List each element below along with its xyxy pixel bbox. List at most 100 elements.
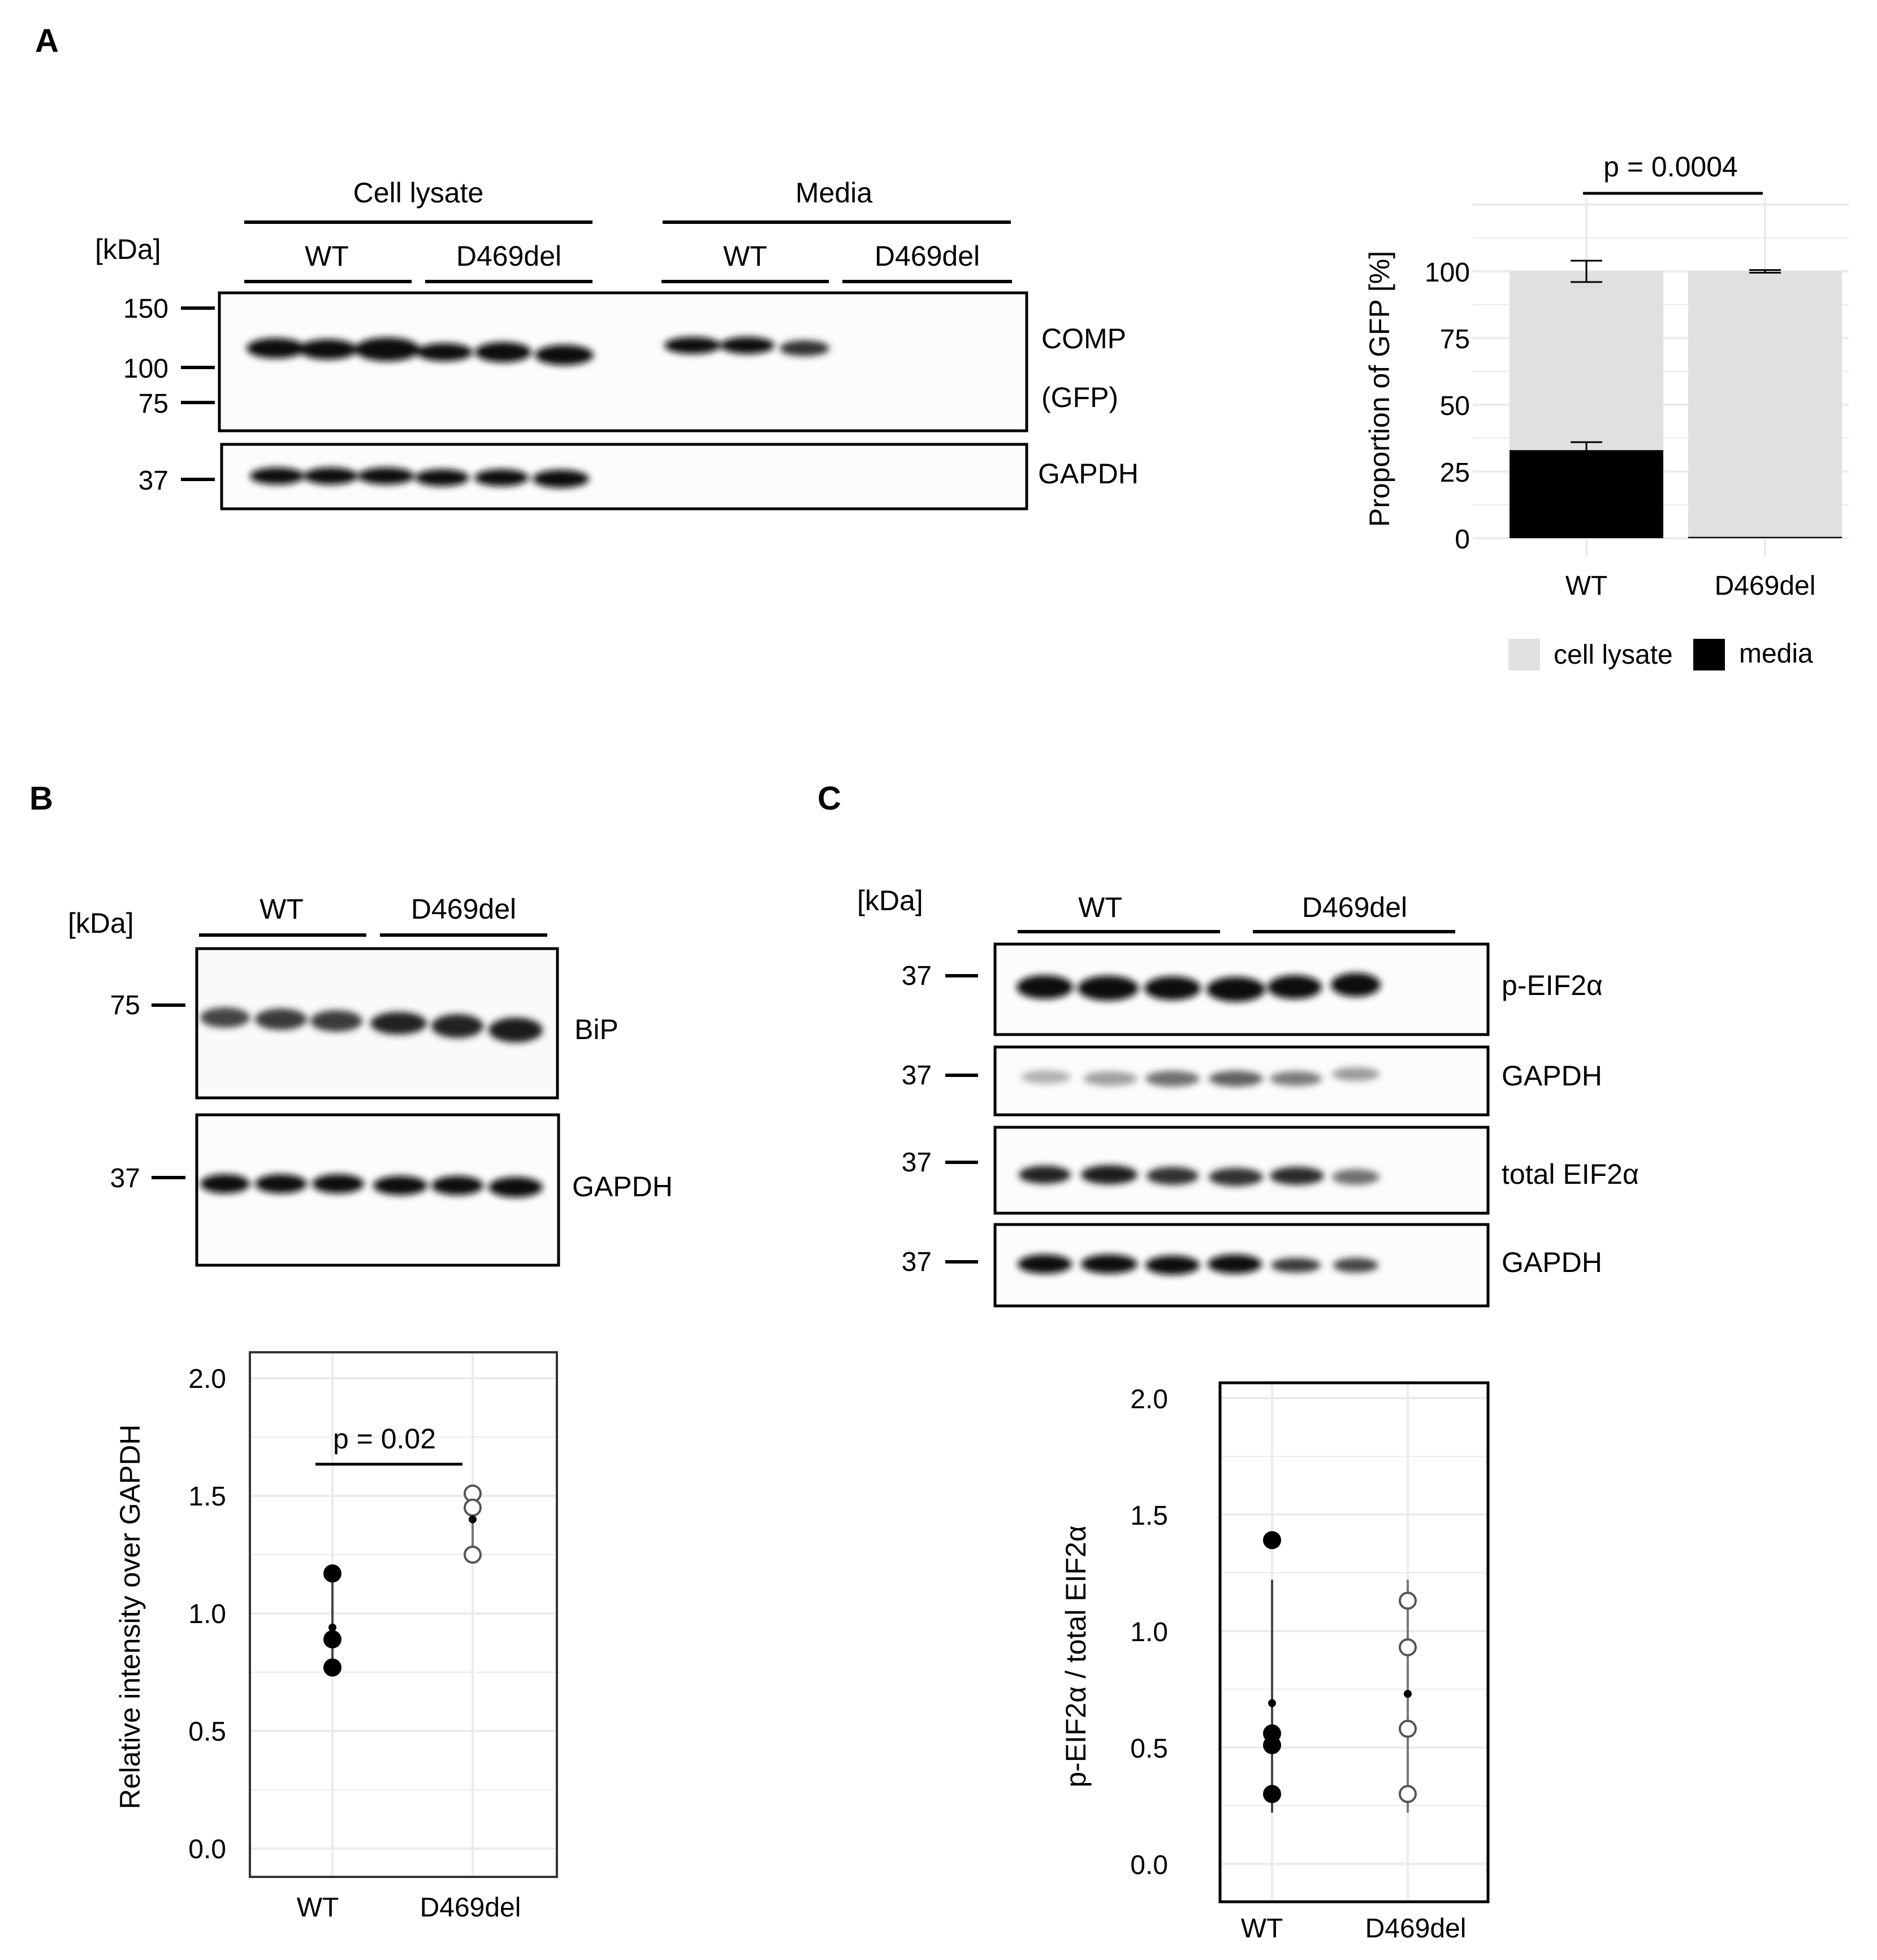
group-label-cell-lysate: Cell lysate [353,177,484,209]
chart-a-ytick: 100 [1425,258,1470,288]
kda-label: [kDa] [95,233,161,265]
mw-marker: 100 [123,354,168,384]
condition-label-d469del: D469del [411,893,516,925]
blot-gapdh-b [195,1113,560,1267]
chart-b-xtick-d469del: D469del [420,1893,521,1923]
chart-b-xtick-wt: WT [297,1893,339,1923]
chart-c-ytick: 0.0 [1130,1850,1168,1880]
panel-b-letter: B [29,780,53,817]
chart-c-ytick: 2.0 [1130,1384,1168,1414]
data-point [1399,1720,1417,1738]
blot-total-eif2a [993,1126,1490,1215]
chart-c-ylabel: p-EIF2α / total EIF2α [1060,1525,1092,1788]
chart-c-xtick-d469del: D469del [1365,1914,1467,1944]
data-point [1399,1638,1417,1656]
legend-swatch-cell-lysate [1508,639,1540,670]
band-label-gapdh: GAPDH [1502,1060,1602,1092]
chart-b-ytick: 1.5 [188,1482,226,1512]
mw-marker: 150 [123,294,168,324]
chart-b-ytick: 0.5 [188,1717,226,1747]
chart-b-ytick: 2.0 [188,1364,226,1394]
data-point [1263,1785,1281,1803]
data-point [1399,1591,1417,1610]
data-point [1399,1785,1417,1803]
blot-gapdh-a [220,443,1028,510]
panel-a-letter: A [35,23,59,59]
mw-marker: 37 [902,1148,932,1178]
chart-a-ytick: 50 [1440,391,1470,421]
condition-label-wt-media: WT [723,240,767,272]
chart-b-grid [251,1353,556,1876]
mw-marker: 37 [902,961,932,991]
chart-c-frame [1218,1381,1490,1903]
mw-marker: 37 [110,1163,140,1193]
mw-marker: 37 [139,466,168,496]
data-point [323,1564,341,1583]
chart-a-ytick: 25 [1440,458,1470,488]
band-label-comp: COMP [1041,323,1126,354]
mw-marker: 37 [902,1061,932,1091]
mean-point [328,1623,336,1632]
bar-cell-lysate [1688,271,1842,537]
condition-label-wt: WT [260,893,304,925]
band-label-gapdh: GAPDH [572,1171,673,1202]
band-label-bip: BiP [574,1014,619,1045]
kda-label: [kDa] [68,907,134,939]
legend-label-media: media [1739,639,1813,669]
condition-label-wt-lysate: WT [305,240,349,272]
condition-label-d469del-lysate: D469del [456,240,561,272]
blot-bip [195,947,559,1100]
bar-media [1688,536,1842,538]
chart-c: p-EIF2α / total EIF2α 2.0 1.5 1.0 0.5 0.… [1060,1381,1490,1944]
chart-a-ylabel: Proportion of GFP [%] [1364,251,1395,527]
chart-a-ytick: 0 [1455,525,1470,555]
band-label-gapdh: GAPDH [1502,1247,1602,1278]
blot-gapdh-c1 [993,1045,1490,1117]
mean-point [469,1515,477,1524]
bar-media [1510,450,1663,538]
chart-b-frame [249,1351,558,1878]
data-point [1263,1531,1281,1550]
data-point [464,1498,482,1517]
chart-b-ytick: 0.0 [188,1834,226,1864]
blot-p-eif2a [993,942,1490,1036]
chart-a-pvalue: p = 0.0004 [1603,151,1738,183]
mw-marker: 37 [902,1247,932,1277]
chart-b: p = 0.02 Relative intensity over GAPDH 2… [114,1351,558,1923]
panel-c-letter: C [818,780,841,817]
band-label-total-eif2a: total EIF2α [1502,1158,1639,1190]
chart-b-ylabel: Relative intensity over GAPDH [114,1425,146,1810]
group-label-media: Media [795,177,872,209]
kda-label: [kDa] [857,885,923,916]
data-point [464,1546,482,1564]
condition-label-wt: WT [1078,892,1122,923]
chart-b-pvalue: p = 0.02 [333,1423,436,1455]
chart-c-ytick: 1.5 [1130,1501,1168,1531]
data-point [323,1658,341,1677]
data-point [1263,1736,1281,1754]
mean-point [1404,1690,1412,1698]
legend-swatch-media [1693,639,1725,670]
blot-gapdh-c2 [993,1223,1490,1308]
chart-a-xtick-d469del: D469del [1715,571,1816,601]
mw-marker: 75 [139,389,168,419]
chart-a-xtick-wt: WT [1565,571,1608,601]
band-label-gfp: (GFP) [1041,382,1118,413]
blot-comp [218,291,1028,432]
band-label-gapdh: GAPDH [1038,458,1139,490]
chart-a-ytick: 75 [1440,324,1470,354]
legend-label-cell-lysate: cell lysate [1554,640,1673,670]
chart-c-grid [1221,1384,1487,1901]
bar-cell-lysate [1510,271,1663,451]
mw-marker: 75 [110,990,140,1020]
chart-c-xtick-wt: WT [1241,1914,1283,1944]
condition-label-d469del: D469del [1302,892,1407,923]
chart-c-ytick: 0.5 [1130,1734,1168,1764]
condition-label-d469del-media: D469del [875,240,980,272]
chart-a: p = 0.0004 Proportion of GFP [%] 100 75 … [1364,151,1849,670]
band-label-p-eif2a: p-EIF2α [1502,970,1603,1001]
chart-c-ytick: 1.0 [1130,1617,1168,1647]
data-point [323,1630,341,1649]
chart-b-ytick: 1.0 [188,1599,226,1629]
